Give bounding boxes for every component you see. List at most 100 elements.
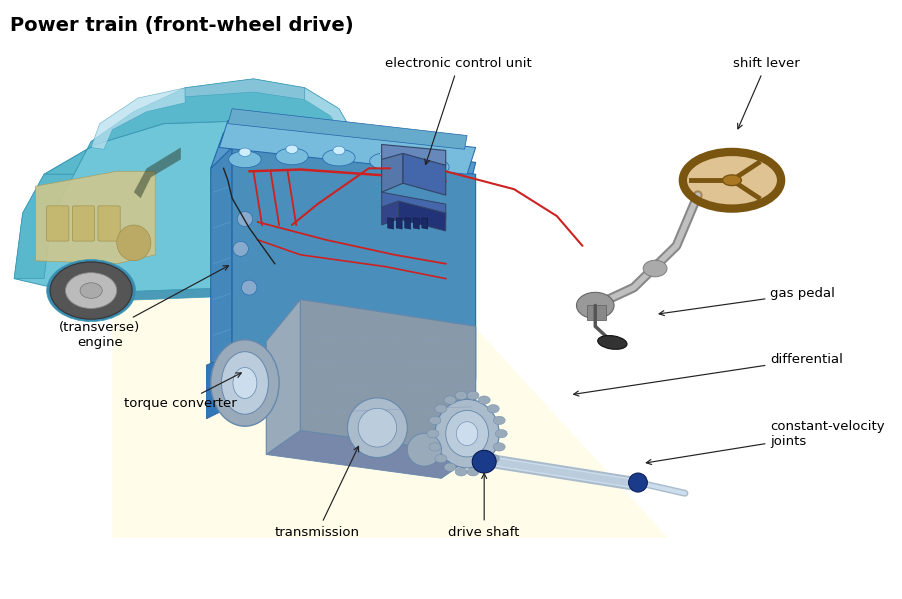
Circle shape bbox=[427, 156, 439, 164]
Polygon shape bbox=[296, 302, 475, 377]
Polygon shape bbox=[403, 153, 446, 195]
Circle shape bbox=[493, 416, 505, 425]
Ellipse shape bbox=[276, 148, 308, 165]
Polygon shape bbox=[396, 218, 402, 229]
Circle shape bbox=[493, 443, 505, 451]
Polygon shape bbox=[300, 300, 475, 455]
Circle shape bbox=[478, 396, 490, 404]
Circle shape bbox=[80, 283, 102, 298]
Ellipse shape bbox=[347, 398, 408, 458]
Circle shape bbox=[444, 396, 456, 404]
Ellipse shape bbox=[233, 367, 257, 398]
Polygon shape bbox=[35, 171, 155, 264]
Polygon shape bbox=[413, 218, 419, 229]
Circle shape bbox=[495, 429, 507, 438]
Polygon shape bbox=[266, 300, 300, 455]
Ellipse shape bbox=[358, 409, 397, 447]
Polygon shape bbox=[14, 174, 74, 279]
Text: drive shaft: drive shaft bbox=[448, 474, 520, 539]
Circle shape bbox=[467, 391, 479, 400]
Circle shape bbox=[286, 145, 298, 153]
Circle shape bbox=[456, 468, 467, 476]
Polygon shape bbox=[91, 88, 185, 149]
FancyBboxPatch shape bbox=[72, 206, 95, 241]
Circle shape bbox=[239, 148, 251, 156]
Ellipse shape bbox=[370, 153, 402, 170]
Circle shape bbox=[456, 391, 467, 400]
Circle shape bbox=[278, 253, 366, 315]
Text: constant-velocity
joints: constant-velocity joints bbox=[647, 420, 885, 464]
Ellipse shape bbox=[435, 400, 499, 468]
Polygon shape bbox=[185, 79, 305, 100]
Polygon shape bbox=[14, 120, 377, 294]
Polygon shape bbox=[232, 147, 475, 380]
Circle shape bbox=[435, 404, 446, 413]
Ellipse shape bbox=[323, 149, 355, 166]
Polygon shape bbox=[69, 234, 377, 302]
FancyBboxPatch shape bbox=[98, 206, 120, 241]
Text: Power train (front-wheel drive): Power train (front-wheel drive) bbox=[10, 16, 354, 35]
Circle shape bbox=[467, 468, 479, 476]
Ellipse shape bbox=[598, 335, 627, 349]
Circle shape bbox=[333, 146, 345, 155]
Polygon shape bbox=[211, 132, 475, 198]
Ellipse shape bbox=[473, 450, 496, 473]
Circle shape bbox=[66, 273, 116, 308]
Circle shape bbox=[427, 429, 439, 438]
Ellipse shape bbox=[221, 352, 269, 415]
Polygon shape bbox=[382, 144, 446, 165]
Ellipse shape bbox=[242, 280, 257, 295]
Circle shape bbox=[310, 276, 333, 292]
Polygon shape bbox=[356, 189, 377, 204]
Ellipse shape bbox=[233, 241, 248, 256]
FancyBboxPatch shape bbox=[47, 206, 69, 241]
Polygon shape bbox=[405, 218, 410, 229]
Polygon shape bbox=[382, 201, 399, 225]
Polygon shape bbox=[305, 88, 356, 141]
Ellipse shape bbox=[446, 410, 489, 457]
Polygon shape bbox=[266, 431, 475, 479]
Text: differential: differential bbox=[574, 353, 843, 396]
Ellipse shape bbox=[456, 422, 478, 446]
Polygon shape bbox=[113, 108, 667, 538]
Text: electronic control unit: electronic control unit bbox=[385, 58, 532, 165]
Polygon shape bbox=[236, 353, 475, 428]
Polygon shape bbox=[382, 192, 446, 219]
Polygon shape bbox=[382, 153, 403, 192]
Polygon shape bbox=[207, 353, 236, 419]
Circle shape bbox=[444, 463, 456, 471]
Circle shape bbox=[435, 455, 446, 463]
Polygon shape bbox=[211, 147, 232, 368]
Polygon shape bbox=[422, 218, 428, 229]
Circle shape bbox=[47, 259, 135, 322]
Ellipse shape bbox=[211, 340, 279, 426]
Polygon shape bbox=[219, 120, 475, 174]
Ellipse shape bbox=[116, 225, 151, 261]
Circle shape bbox=[487, 455, 500, 463]
Ellipse shape bbox=[229, 151, 262, 168]
Ellipse shape bbox=[417, 159, 449, 176]
Ellipse shape bbox=[237, 211, 253, 226]
Polygon shape bbox=[388, 218, 393, 229]
Ellipse shape bbox=[684, 153, 780, 208]
Text: transmission: transmission bbox=[275, 446, 360, 539]
Polygon shape bbox=[399, 201, 446, 231]
Ellipse shape bbox=[408, 433, 441, 466]
Bar bbox=[586, 305, 605, 320]
Text: shift lever: shift lever bbox=[732, 58, 799, 129]
Polygon shape bbox=[133, 147, 180, 198]
Text: gas pedal: gas pedal bbox=[659, 287, 835, 316]
Polygon shape bbox=[228, 108, 467, 149]
Circle shape bbox=[380, 150, 391, 158]
Circle shape bbox=[576, 292, 614, 319]
Text: torque converter: torque converter bbox=[124, 373, 241, 410]
Circle shape bbox=[429, 416, 441, 425]
Circle shape bbox=[429, 443, 441, 451]
Polygon shape bbox=[44, 79, 356, 174]
Circle shape bbox=[51, 262, 132, 319]
Circle shape bbox=[487, 404, 500, 413]
Circle shape bbox=[281, 255, 363, 313]
Circle shape bbox=[478, 463, 490, 471]
Ellipse shape bbox=[723, 175, 741, 186]
Text: (transverse)
engine: (transverse) engine bbox=[59, 266, 228, 349]
